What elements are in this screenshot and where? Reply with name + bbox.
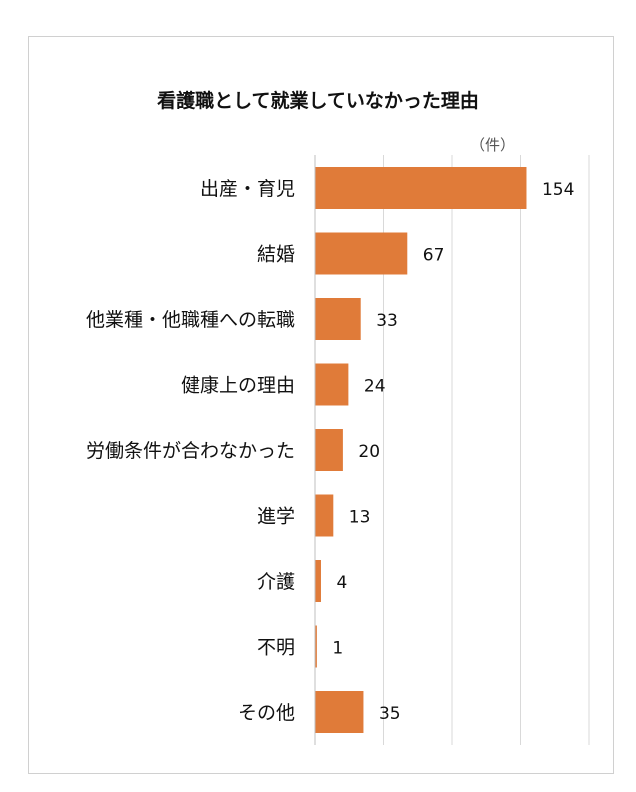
value-label: 1 [332, 639, 343, 659]
value-label: 13 [349, 508, 371, 528]
category-label: 不明 [257, 637, 295, 659]
bar [315, 429, 343, 471]
value-label: 33 [376, 311, 398, 331]
bar [315, 560, 321, 602]
chart-frame [28, 36, 614, 774]
chart-title: 看護職として就業していなかった理由 [157, 90, 479, 112]
bar [315, 167, 527, 209]
value-label: 20 [358, 442, 380, 462]
category-label: その他 [238, 702, 295, 724]
value-label: 24 [364, 377, 386, 397]
bar [315, 494, 334, 537]
category-label: 健康上の理由 [181, 375, 295, 397]
bar [315, 298, 361, 340]
value-label: 67 [423, 246, 445, 266]
category-label: 進学 [257, 506, 295, 528]
category-label: 労働条件が合わなかった [86, 440, 295, 462]
value-label: 154 [542, 180, 574, 200]
unit-label: （件） [470, 136, 516, 154]
bar [315, 363, 349, 406]
category-label: 介護 [257, 571, 295, 593]
value-label: 4 [336, 573, 347, 593]
bar [315, 625, 317, 668]
value-label: 35 [379, 704, 401, 724]
category-label: 出産・育児 [200, 178, 295, 200]
bar [315, 232, 408, 275]
category-label: 他業種・他職種への転職 [86, 309, 295, 331]
bar [315, 691, 364, 733]
category-label: 結婚 [257, 244, 295, 266]
